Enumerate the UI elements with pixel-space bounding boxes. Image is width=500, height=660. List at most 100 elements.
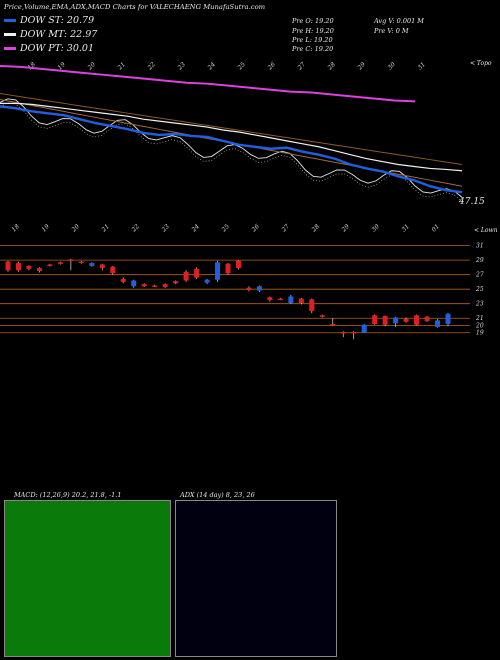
candle-body	[256, 286, 262, 291]
candle-body	[435, 320, 441, 327]
date-label-top: 27	[296, 61, 307, 72]
date-label-mid: 18	[10, 223, 20, 233]
candle-body	[183, 271, 189, 281]
candle-body	[215, 262, 221, 280]
price-tick-label: 25	[475, 286, 484, 293]
date-label-mid: 21	[100, 223, 111, 234]
date-label-mid: 30	[370, 223, 380, 233]
date-label-mid: 29	[340, 223, 351, 234]
legend-label-mt: DOW MT: 22.97	[20, 29, 98, 40]
date-label-top: 24	[206, 61, 217, 72]
price-tick-label: 20	[475, 322, 484, 329]
candle-body	[194, 268, 200, 278]
date-label-top: 28	[326, 61, 337, 72]
candle-body	[47, 264, 53, 267]
candle-body	[36, 268, 42, 272]
candle-body	[26, 265, 32, 269]
ohlc-close: Pre C: 19.20	[292, 45, 334, 53]
candle-body	[361, 324, 367, 333]
date-label-mid: 28	[310, 223, 321, 234]
candle-body	[372, 315, 378, 325]
price-tick-label: 19	[476, 330, 484, 337]
candle-body	[99, 264, 105, 269]
price-tick-label: 31	[476, 243, 484, 250]
prev-volume: Pre V: 0 M	[374, 27, 409, 35]
avg-volume: Avg V: 0.001 M	[374, 17, 424, 25]
candle-body	[414, 315, 420, 325]
candle-body	[110, 266, 116, 274]
date-label-top: 29	[356, 61, 367, 72]
price-tick-label: 23	[475, 301, 484, 308]
candle-body	[277, 298, 283, 301]
candle-body	[330, 324, 336, 326]
legend-swatch-pt	[4, 47, 16, 50]
candle-body	[131, 280, 137, 287]
date-label-mid: 27	[280, 223, 291, 234]
candle-body	[57, 262, 63, 264]
date-label-mid: 31	[400, 223, 410, 233]
date-label-top: 20	[86, 61, 97, 72]
top-axis-label: < Topo	[470, 60, 492, 67]
date-label-mid: 26	[250, 223, 261, 234]
candle-body	[89, 263, 95, 266]
macd-panel-title: MACD: (12,26,9) 20.2, 21.8, -1.1	[14, 491, 122, 499]
macd-panel	[4, 500, 171, 657]
candle-body	[173, 281, 179, 284]
date-label-mid: 22	[130, 223, 141, 234]
price-line	[0, 98, 463, 198]
candle-body	[403, 318, 409, 322]
candle-body	[393, 317, 399, 324]
candle-body	[351, 332, 357, 334]
legend-label-pt: DOW PT: 30.01	[20, 43, 94, 54]
date-label-mid: 20	[70, 223, 81, 234]
candle-body	[162, 284, 168, 288]
lower-axis-label: < Lown	[474, 227, 498, 234]
ohlc-low: Pre L: 19.20	[292, 36, 333, 44]
adx-panel-title: ADX (14 day) 8, 23, 26	[180, 491, 255, 499]
candle-body	[288, 296, 294, 303]
price-tick-label: 21	[475, 315, 484, 322]
date-label-top: 26	[266, 61, 277, 72]
date-label-top: 21	[116, 61, 127, 72]
date-label-top: 19	[56, 61, 66, 71]
adx-panel	[175, 500, 337, 657]
candle-body	[15, 263, 21, 271]
candle-body	[267, 297, 273, 301]
candle-body	[445, 313, 451, 325]
date-label-top: 22	[146, 61, 157, 72]
candle-body	[319, 315, 325, 317]
date-label-mid: 25	[220, 223, 231, 234]
candle-body	[235, 260, 241, 269]
candle-body	[424, 316, 430, 322]
ema-series-dow-mt	[0, 102, 463, 172]
candle-body	[204, 279, 210, 283]
date-label-top: 30	[386, 61, 396, 71]
legend-dow-mt: DOW MT: 22.97	[4, 29, 97, 40]
date-label-mid: 23	[160, 223, 171, 234]
legend-swatch-st	[4, 19, 16, 22]
candle-body	[78, 261, 84, 264]
ema-series-dow-st	[0, 105, 463, 194]
legend-dow-st: DOW ST: 20.79	[4, 15, 94, 26]
date-label-mid: 19	[40, 223, 50, 233]
candle-body	[120, 279, 126, 282]
candle-body	[225, 263, 231, 274]
date-label-mid: 01	[430, 223, 440, 233]
ema-value-label: 47.15	[459, 197, 485, 207]
chart-title: Price,Volume,EMA,ADX,MACD Charts for VAL…	[4, 3, 266, 11]
candle-body	[141, 284, 147, 287]
candle-body	[340, 332, 346, 334]
date-label-top: 25	[236, 61, 247, 72]
candle-body	[309, 299, 315, 311]
date-label-mid: 24	[190, 223, 201, 234]
legend-dow-pt: DOW PT: 30.01	[4, 43, 94, 54]
legend-swatch-mt	[4, 33, 16, 36]
price-tick-label: 27	[475, 272, 484, 279]
ema-series-dow-pt	[0, 64, 416, 103]
date-label-top: 18	[26, 61, 36, 71]
ohlc-open: Pre O: 19.20	[292, 17, 334, 25]
long-ema-line-1	[0, 93, 463, 166]
price-tick-label: 29	[475, 257, 484, 264]
ohlc-high: Pre H: 19.20	[292, 27, 334, 35]
